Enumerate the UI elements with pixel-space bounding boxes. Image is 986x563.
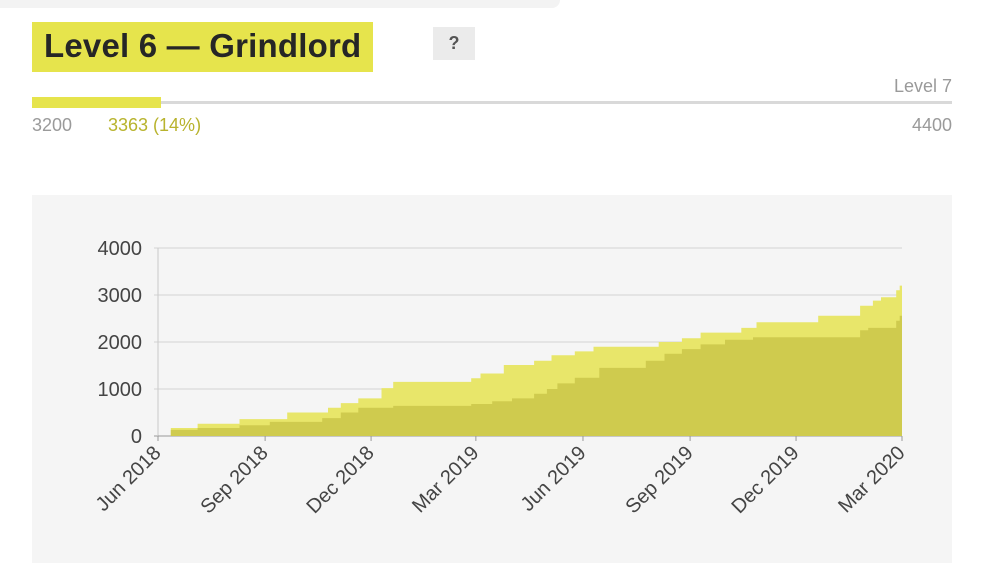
page-title: Level 6 — Grindlord <box>44 27 362 64</box>
y-tick-label: 1000 <box>98 379 143 401</box>
series-area <box>170 315 903 436</box>
x-tick-label: Dec 2018 <box>303 442 379 518</box>
progress-current-value: 3363 (14%) <box>108 115 202 135</box>
next-level-label: Level 7 <box>893 76 952 96</box>
x-tick-label: Sep 2018 <box>197 442 273 518</box>
y-tick-label: 0 <box>131 426 142 448</box>
progress-end-value: 4400 <box>911 115 952 135</box>
level-title-highlight: Level 6 — Grindlord <box>32 22 374 72</box>
x-tick-label: Jun 2019 <box>517 442 591 516</box>
progress-fill <box>32 97 161 108</box>
y-tick-label: 4000 <box>98 238 143 260</box>
progress-start-value: 3200 <box>32 115 73 135</box>
x-tick-label: Mar 2019 <box>408 442 483 517</box>
x-tick-label: Jun 2018 <box>92 442 166 516</box>
top-edge-strip <box>0 0 560 8</box>
xp-history-chart: 0 1000 2000 3000 4000 Jun 2018 Sep 2018 Dec 201… <box>32 195 952 563</box>
chart-canvas: 0 1000 2000 3000 4000 Jun 2018 Sep 2018 Dec 201… <box>92 238 910 518</box>
progress-track <box>32 101 952 104</box>
x-tick-label: Mar 2020 <box>834 442 909 517</box>
help-button[interactable]: ? <box>433 27 475 60</box>
x-tick-label: Dec 2019 <box>727 442 803 518</box>
x-tick-label: Sep 2019 <box>622 442 698 518</box>
y-tick-label: 3000 <box>98 285 143 307</box>
y-tick-label: 2000 <box>98 332 143 354</box>
